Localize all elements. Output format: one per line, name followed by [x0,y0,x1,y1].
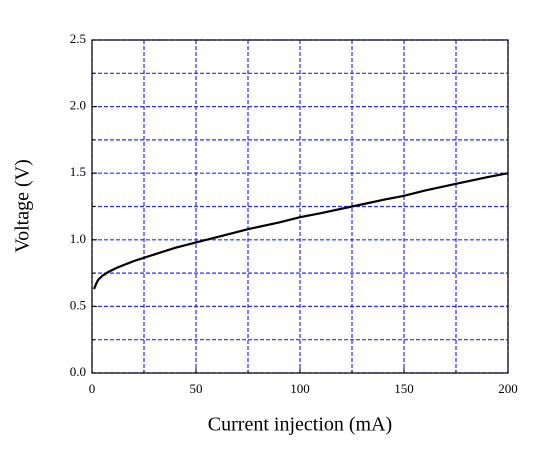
x-tick-label: 0 [89,381,96,396]
x-tick-label: 100 [290,381,310,396]
y-tick-label: 1.5 [70,164,86,179]
y-tick-label: 0.0 [70,364,86,379]
x-axis-label: Current injection (mA) [208,414,392,436]
x-tick-label: 50 [190,381,203,396]
y-axis-label: Voltage (V) [12,159,34,253]
data-line [93,172,509,290]
x-tick-label: 150 [394,381,414,396]
x-tick-label: 200 [498,381,518,396]
y-tick-label: 2.0 [70,98,86,113]
y-tick-label: 1.0 [70,231,86,246]
plot-frame [91,39,509,374]
y-tick-label: 2.5 [70,31,86,46]
y-tick-label: 0.5 [70,297,86,312]
